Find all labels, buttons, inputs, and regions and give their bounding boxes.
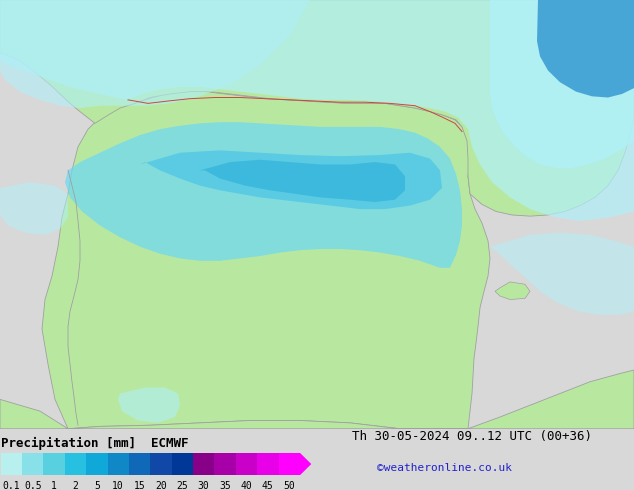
Polygon shape xyxy=(42,92,490,429)
Polygon shape xyxy=(537,0,634,98)
Polygon shape xyxy=(0,0,634,221)
Text: 45: 45 xyxy=(262,481,274,490)
Text: 5: 5 xyxy=(94,481,100,490)
Polygon shape xyxy=(0,370,634,429)
Text: 20: 20 xyxy=(155,481,167,490)
Polygon shape xyxy=(118,388,180,423)
Polygon shape xyxy=(0,0,310,108)
Text: 15: 15 xyxy=(134,481,145,490)
Text: Th 30-05-2024 09..12 UTC (00+36): Th 30-05-2024 09..12 UTC (00+36) xyxy=(352,430,592,443)
Polygon shape xyxy=(0,0,634,216)
Text: 25: 25 xyxy=(176,481,188,490)
Polygon shape xyxy=(0,182,68,235)
Polygon shape xyxy=(490,0,634,168)
Polygon shape xyxy=(606,33,634,65)
Text: 2: 2 xyxy=(72,481,79,490)
Text: 50: 50 xyxy=(283,481,295,490)
Polygon shape xyxy=(140,150,442,209)
Text: 1: 1 xyxy=(51,481,57,490)
Text: 0.5: 0.5 xyxy=(24,481,41,490)
Text: 0.1: 0.1 xyxy=(3,481,20,490)
Text: ©weatheronline.co.uk: ©weatheronline.co.uk xyxy=(377,463,512,473)
Polygon shape xyxy=(200,160,405,202)
Text: 40: 40 xyxy=(240,481,252,490)
Text: 35: 35 xyxy=(219,481,231,490)
Polygon shape xyxy=(65,122,462,268)
Text: Precipitation [mm]  ECMWF: Precipitation [mm] ECMWF xyxy=(1,437,188,450)
Polygon shape xyxy=(490,233,634,315)
Polygon shape xyxy=(495,282,530,299)
Text: 10: 10 xyxy=(112,481,124,490)
Text: 30: 30 xyxy=(198,481,210,490)
